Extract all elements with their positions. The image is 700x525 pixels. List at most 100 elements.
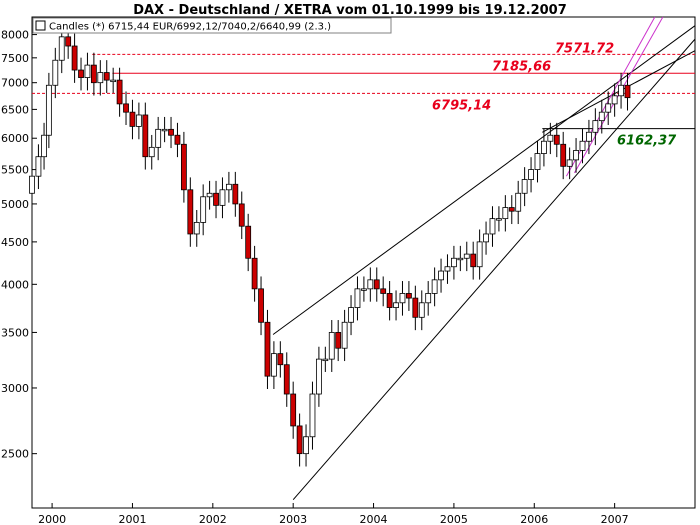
candle-body (71, 45, 78, 71)
legend-label: Candles (*) 6715,44 EUR/6992,12/7040,2/6… (49, 22, 331, 33)
candle-body (412, 297, 419, 318)
candle-body (168, 128, 174, 136)
y-tick-label: 5500 (1, 164, 29, 177)
candle-body (97, 72, 104, 84)
candle-body (386, 293, 393, 308)
candle-body (470, 253, 477, 268)
candle-body (52, 59, 59, 86)
x-tick-label: 2001 (118, 513, 146, 525)
y-tick-label: 6500 (1, 103, 29, 116)
candle-body (309, 393, 316, 438)
candle-body (373, 279, 380, 290)
candle-body (611, 95, 618, 105)
candle-body (508, 207, 515, 212)
y-tick-label: 4000 (1, 278, 29, 291)
candle-body (90, 64, 97, 84)
candle-body (219, 189, 226, 206)
candle-body (232, 183, 239, 205)
candle-body (315, 358, 322, 395)
candle-body (238, 203, 245, 227)
candle-body (296, 425, 303, 455)
candle-body (541, 140, 547, 154)
candle-body (290, 393, 297, 427)
candle-body (457, 257, 464, 261)
candle-body (586, 131, 592, 142)
candle-body (84, 64, 91, 78)
y-tick-label: 8000 (1, 29, 29, 42)
candle-body (483, 233, 489, 243)
candle-body (367, 279, 374, 290)
candle-body (380, 288, 387, 294)
candle-body (65, 36, 72, 47)
candle-body (579, 140, 586, 151)
candle-body (624, 84, 631, 99)
candle-body (251, 257, 258, 290)
y-tick-label: 6000 (1, 132, 29, 145)
candle-body (348, 307, 354, 323)
candle-body (35, 156, 42, 177)
candle-body (335, 332, 342, 349)
candle-body (129, 111, 136, 127)
horizontal-levels (32, 53, 695, 130)
candle-body (123, 103, 129, 113)
candle-body (406, 293, 412, 299)
chart-title: DAX - Deutschland / XETRA vom 01.10.1999… (133, 3, 567, 18)
candle-body (270, 353, 277, 377)
y-tick-label: 2500 (1, 448, 29, 461)
candle-body (534, 153, 541, 170)
x-tick-label: 2006 (520, 513, 548, 525)
candle-body (193, 222, 200, 235)
x-tick-label: 2003 (279, 513, 307, 525)
level-label: 6162,37 (617, 134, 677, 149)
candle-body (618, 84, 624, 97)
candle-body (264, 321, 271, 377)
candle-body (78, 69, 84, 78)
candle-body (148, 146, 155, 158)
candle-body (418, 302, 425, 318)
candle-body (431, 279, 438, 294)
legend-box (32, 17, 392, 34)
candle-body (496, 218, 502, 221)
y-tick-label: 3500 (1, 326, 29, 339)
x-axis: 2000 2001 2002 2003 2004 2005 2006 2007 (38, 503, 629, 525)
candle-body (103, 72, 110, 81)
candle-body (116, 79, 123, 105)
y-tick-label: 4500 (1, 236, 29, 249)
candle-body (573, 150, 579, 161)
candle-body (502, 207, 509, 220)
candle-body (58, 36, 65, 61)
candle-body (476, 241, 483, 268)
candle-body (245, 225, 252, 259)
candle-body (29, 175, 35, 194)
x-tick-label: 2000 (38, 513, 66, 525)
y-axis: 2500 3000 3500 4000 4500 5000 5500 6000 6500 7000… (1, 29, 37, 461)
candle-body (328, 332, 335, 360)
candle-body (283, 364, 290, 395)
candle-body (110, 79, 117, 83)
candle-body (277, 353, 284, 366)
candle-body (399, 293, 406, 304)
x-tick-label: 2004 (360, 513, 388, 525)
candle-body (41, 134, 47, 158)
candle-body (322, 358, 329, 362)
candle-body (463, 253, 470, 259)
level-label: 7185,66 (492, 59, 551, 74)
candle-body (180, 143, 187, 191)
candle-body (566, 159, 573, 167)
candles-series (29, 24, 631, 467)
candle-body (553, 134, 560, 145)
candle-body (361, 288, 367, 291)
candle-body (206, 192, 213, 198)
candle-body (354, 288, 361, 308)
candle-body (605, 103, 612, 113)
candle-body (135, 114, 142, 127)
candle-body (155, 128, 162, 148)
candle-body (425, 293, 432, 304)
candle-body (521, 179, 528, 194)
candle-body (598, 111, 605, 122)
plot-area (31, 16, 696, 509)
legend-swatch (35, 20, 46, 31)
candle-body (560, 143, 567, 167)
trend-line (292, 38, 696, 501)
